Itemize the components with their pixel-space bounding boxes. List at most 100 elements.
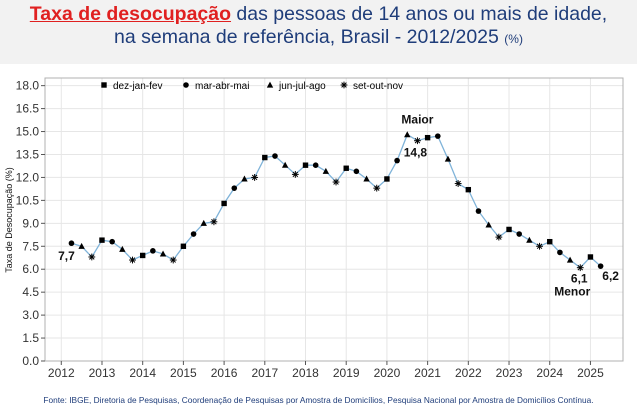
y-tick-label: 13.5 <box>16 147 40 161</box>
data-point <box>272 153 278 159</box>
data-point <box>139 252 146 259</box>
asterisk-stroke <box>251 174 258 181</box>
y-tick-label: 18.0 <box>16 79 40 93</box>
y-tick-label: 7.5 <box>22 239 39 253</box>
legend-item: set-out-nov <box>340 81 403 92</box>
legend-label: jun-jul-ago <box>278 81 326 92</box>
annotation-label: Maior <box>401 113 433 127</box>
legend-item: dez-jan-fev <box>101 81 162 92</box>
data-point <box>231 185 238 191</box>
asterisk-stroke <box>292 171 299 178</box>
legend-item: mar-abr-mai <box>183 81 249 92</box>
data-point <box>536 242 543 250</box>
y-tick-label: 16.5 <box>16 102 40 116</box>
asterisk-stroke <box>577 264 584 271</box>
asterisk-stroke <box>89 254 95 260</box>
data-point <box>454 180 462 187</box>
x-tick-label: 2025 <box>577 366 604 380</box>
legend-label: mar-abr-mai <box>195 81 249 92</box>
y-axis-label: Taxa de Desocupação (%) <box>4 167 14 273</box>
header-band: Taxa de desocupação das pessoas de 14 an… <box>0 0 637 64</box>
data-point <box>159 250 167 257</box>
x-tick-label: 2024 <box>536 366 563 380</box>
data-point <box>566 256 574 263</box>
asterisk-stroke <box>496 234 502 240</box>
data-point <box>353 168 360 175</box>
x-tick-label: 2017 <box>251 366 278 380</box>
x-tick-label: 2013 <box>89 366 116 380</box>
data-point <box>475 208 482 214</box>
chart-title-line1: Taxa de desocupação das pessoas de 14 an… <box>0 3 637 26</box>
data-point <box>516 231 523 237</box>
data-point <box>343 165 349 171</box>
x-tick-label: 2016 <box>211 366 238 380</box>
data-point <box>384 176 390 182</box>
data-point <box>119 245 126 252</box>
data-point <box>394 157 400 164</box>
y-tick-label: 0.0 <box>22 354 39 368</box>
legend-key <box>266 81 274 88</box>
data-point <box>526 236 533 243</box>
x-tick-label: 2019 <box>333 366 360 380</box>
asterisk-stroke <box>129 257 136 263</box>
data-point <box>312 162 319 168</box>
title-unit: (%) <box>504 32 523 46</box>
legend-key <box>183 82 189 88</box>
x-tick-label: 2021 <box>414 366 441 380</box>
data-point <box>129 256 136 264</box>
data-point <box>332 178 340 186</box>
y-tick-label: 1.5 <box>22 331 39 345</box>
source-note: Fonte: IBGE, Diretoria de Pesquisas, Coo… <box>43 395 594 405</box>
data-point <box>444 155 452 162</box>
data-point <box>424 134 431 141</box>
data-point <box>434 133 441 139</box>
asterisk-stroke <box>333 179 339 185</box>
asterisk-stroke <box>211 219 217 225</box>
data-point <box>68 240 75 247</box>
data-point <box>404 131 411 138</box>
asterisk-stroke <box>414 137 421 144</box>
y-tick-label: 3.0 <box>22 308 39 322</box>
data-point <box>576 264 584 272</box>
data-point <box>587 254 594 260</box>
legend-key <box>101 82 107 88</box>
y-tick-label: 4.5 <box>22 285 39 299</box>
data-point <box>557 249 563 256</box>
data-point <box>547 238 553 245</box>
data-point <box>506 226 512 233</box>
data-point <box>485 221 492 228</box>
annotation-label: 6,2 <box>602 269 619 283</box>
x-tick-label: 2020 <box>374 366 401 380</box>
data-point <box>200 219 207 226</box>
y-tick-label: 9.0 <box>22 216 39 230</box>
plot-panel-border <box>44 77 624 362</box>
data-point <box>210 218 218 226</box>
x-tick-label: 2012 <box>48 366 75 380</box>
x-tick-label: 2023 <box>496 366 523 380</box>
data-point <box>150 248 156 254</box>
marker-layer <box>68 131 604 272</box>
data-point <box>302 162 309 168</box>
grid-layer <box>45 78 623 362</box>
data-point <box>99 237 105 243</box>
y-tick-label: 10.5 <box>16 193 40 207</box>
data-point <box>241 175 248 182</box>
data-point <box>251 174 259 181</box>
annotation-label: 14,8 <box>404 146 428 160</box>
x-tick-label: 2014 <box>129 366 156 380</box>
data-point <box>281 161 289 168</box>
data-point <box>109 238 115 245</box>
data-point <box>169 256 177 264</box>
data-point <box>465 186 472 193</box>
legend-item: jun-jul-ago <box>266 81 326 92</box>
asterisk-stroke <box>455 180 461 187</box>
unemployment-line-chart: 0.0 1.5 3.0 4.5 6.0 7.5 9.0 10.5 12.0 13.5 15.0 16.… <box>4 77 624 380</box>
data-point <box>291 170 299 178</box>
data-point <box>363 175 370 182</box>
asterisk-stroke <box>373 185 380 191</box>
asterisk-stroke <box>341 82 347 88</box>
axis-layer: 0.0 1.5 3.0 4.5 6.0 7.5 9.0 10.5 12.0 13.5 15.0 16.… <box>16 77 624 380</box>
legend-key <box>340 81 348 89</box>
data-point <box>373 184 381 192</box>
